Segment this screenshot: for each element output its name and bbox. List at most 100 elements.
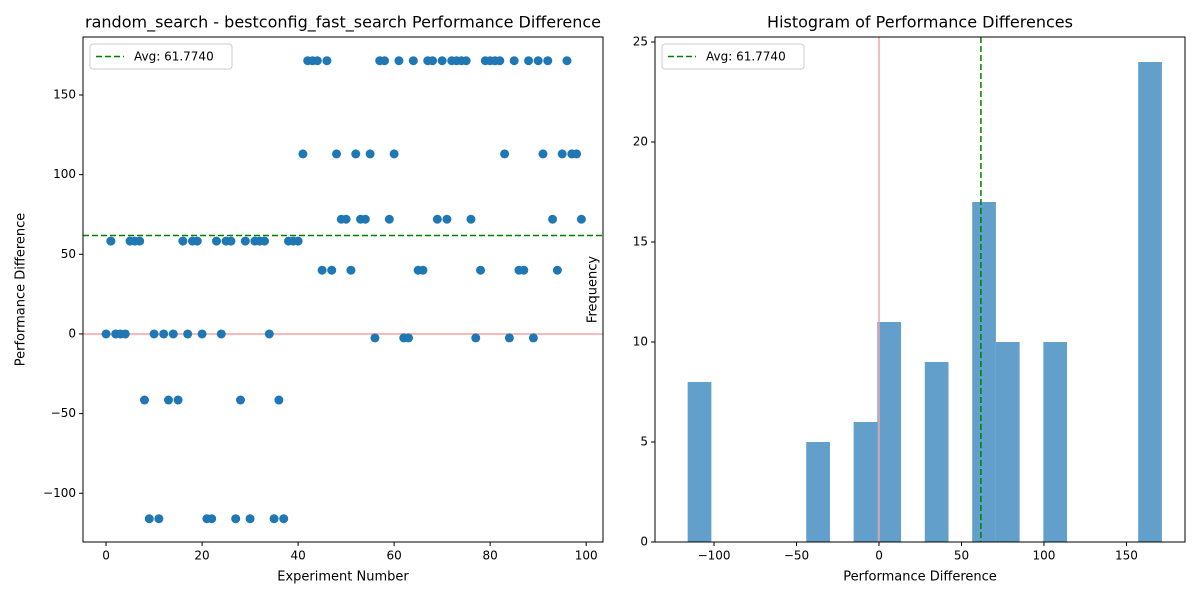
point <box>101 329 111 339</box>
point <box>178 236 188 246</box>
point <box>207 514 217 524</box>
point <box>245 514 255 524</box>
point <box>428 56 438 66</box>
subplot: random_search - bestconfig_fast_search P… <box>14 13 604 585</box>
x-tick-label: −100 <box>698 549 731 563</box>
x-tick-label: 100 <box>575 549 598 563</box>
point <box>144 514 154 524</box>
x-tick-label: 100 <box>1033 549 1056 563</box>
chart-title: Histogram of Performance Differences <box>767 13 1073 32</box>
point <box>500 149 510 159</box>
point <box>404 333 414 343</box>
y-tick-label: 0 <box>640 535 648 549</box>
point <box>528 333 538 343</box>
y-tick-label: −100 <box>43 486 76 500</box>
point <box>562 56 572 66</box>
point <box>135 236 145 246</box>
x-tick-label: −50 <box>784 549 809 563</box>
subplot: Histogram of Performance Differences Perf… <box>586 13 1186 585</box>
point <box>543 56 553 66</box>
point <box>159 329 169 339</box>
point <box>274 395 284 405</box>
point <box>259 236 269 246</box>
point <box>504 333 514 343</box>
point <box>139 395 149 405</box>
plot-frame <box>82 36 604 543</box>
y-axis-label: Frequency <box>586 256 601 323</box>
point <box>552 265 562 275</box>
point <box>461 56 471 66</box>
point <box>389 149 399 159</box>
x-tick-label: 0 <box>102 549 110 563</box>
point <box>293 236 303 246</box>
point <box>576 214 586 224</box>
point <box>197 329 207 339</box>
point <box>384 214 394 224</box>
y-tick-label: 5 <box>640 435 648 449</box>
x-tick-label: 150 <box>1115 549 1138 563</box>
point <box>298 149 308 159</box>
point <box>173 395 183 405</box>
point <box>346 265 356 275</box>
point <box>106 236 116 246</box>
point <box>183 329 193 339</box>
legend-box <box>89 43 233 70</box>
point <box>341 214 351 224</box>
point <box>548 214 558 224</box>
bar <box>687 382 712 542</box>
point <box>524 56 534 66</box>
point <box>360 214 370 224</box>
point <box>322 56 332 66</box>
y-axis-label: Performance Difference <box>14 213 29 367</box>
point <box>120 329 130 339</box>
x-tick-label: 40 <box>290 549 305 563</box>
y-tick-label: −50 <box>51 406 76 420</box>
bar <box>853 422 878 542</box>
point <box>312 56 322 66</box>
point <box>216 329 226 339</box>
chart-title: random_search - bestconfig_fast_search P… <box>85 13 601 33</box>
y-tick-label: 0 <box>68 326 76 340</box>
legend-label: Avg: 61.7740 <box>706 50 786 64</box>
point <box>408 56 418 66</box>
bar <box>972 202 996 542</box>
point <box>235 395 245 405</box>
point <box>269 514 279 524</box>
point <box>538 149 548 159</box>
x-tick-label: 50 <box>954 549 969 563</box>
point <box>327 265 337 275</box>
point <box>380 56 390 66</box>
y-tick-label: 50 <box>61 247 76 261</box>
plot-frame <box>654 36 1186 543</box>
bar <box>995 342 1020 542</box>
point <box>231 514 241 524</box>
y-tick-label: 20 <box>633 135 648 149</box>
bar <box>924 362 949 542</box>
point <box>332 149 342 159</box>
point <box>317 265 327 275</box>
point <box>211 236 221 246</box>
point <box>149 329 159 339</box>
legend-label: Avg: 61.7740 <box>134 50 214 64</box>
point <box>168 329 178 339</box>
x-tick-label: 0 <box>875 549 883 563</box>
bar <box>877 322 902 542</box>
bar <box>806 442 830 542</box>
point <box>163 395 173 405</box>
point <box>572 149 582 159</box>
point <box>264 329 274 339</box>
point <box>466 214 476 224</box>
point <box>279 514 289 524</box>
x-tick-label: 80 <box>483 549 498 563</box>
bar <box>1138 62 1162 542</box>
y-tick-label: 100 <box>53 167 76 181</box>
x-tick-label: 20 <box>194 549 209 563</box>
point <box>394 56 404 66</box>
point <box>557 149 567 159</box>
y-tick-label: 25 <box>633 35 648 49</box>
point <box>351 149 361 159</box>
bar <box>1043 342 1068 542</box>
point <box>509 56 519 66</box>
point <box>240 236 250 246</box>
